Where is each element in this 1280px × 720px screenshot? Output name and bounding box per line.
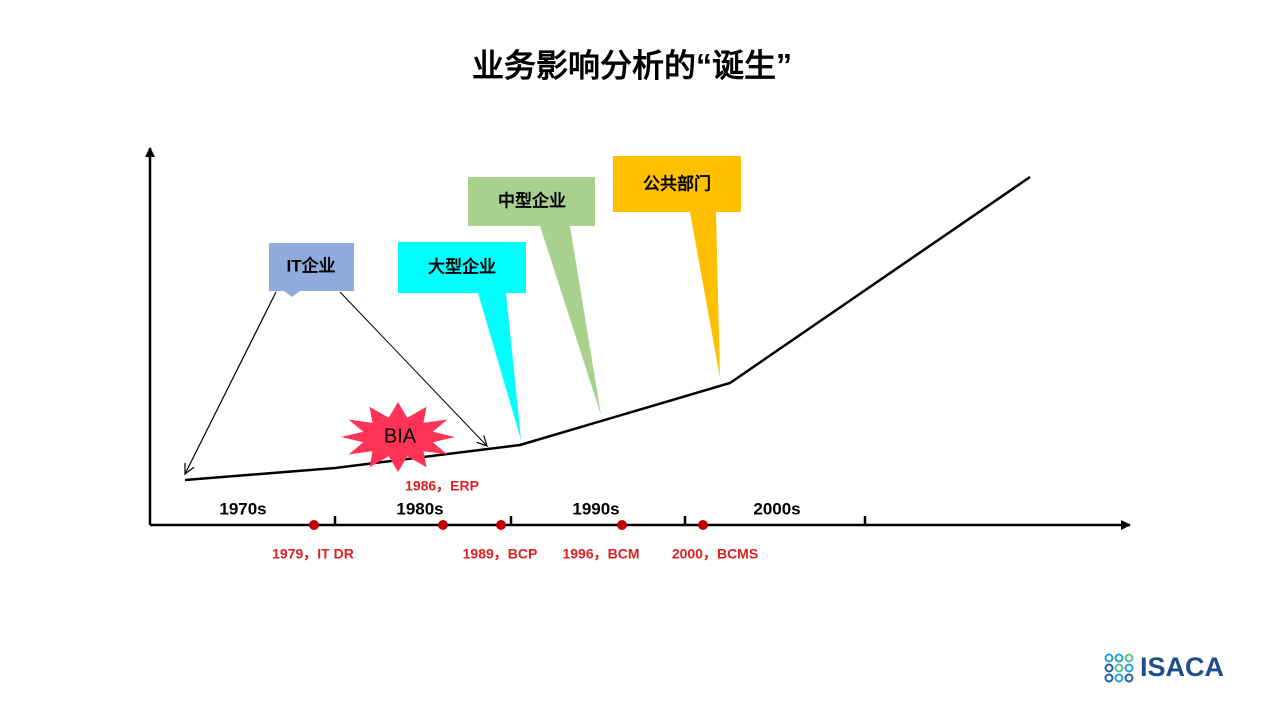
callout-label: 中型企业	[498, 190, 566, 210]
callout-arrow	[185, 291, 277, 474]
callout-box	[613, 156, 741, 378]
bia-burst	[341, 402, 455, 472]
callout-label: 大型企业	[428, 256, 496, 276]
callout-arrow	[339, 291, 487, 446]
axis-dividers	[333, 516, 867, 525]
decade-label: 1970s	[219, 499, 266, 518]
event-label: 1996，BCM	[562, 546, 639, 562]
decade-label: 2000s	[753, 499, 800, 518]
decade-label: 1980s	[396, 499, 443, 518]
callout-label: 公共部门	[643, 173, 711, 193]
callout-label: IT企业	[286, 255, 335, 275]
event-label: 2000，BCMS	[672, 546, 758, 562]
slide-title: 业务影响分析的“诞生”	[472, 47, 792, 83]
callout-box	[269, 243, 354, 297]
event-dots	[309, 520, 708, 530]
growth-curve	[184, 175, 1031, 482]
callout-box	[468, 177, 601, 415]
logo-icon	[1104, 653, 1134, 683]
event-label: 1979，IT DR	[272, 546, 354, 562]
event-label: 1989，BCP	[463, 546, 538, 562]
callout-box	[398, 242, 526, 440]
burst-label: BIA	[384, 425, 417, 447]
event-label: 1986，ERP	[405, 478, 479, 494]
logo-text: ISACA	[1140, 652, 1224, 682]
decade-label: 1990s	[572, 499, 619, 518]
